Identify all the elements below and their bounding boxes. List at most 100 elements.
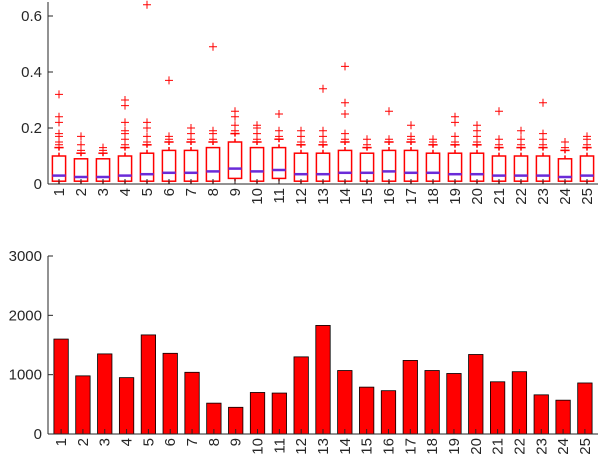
y-tick-label: 3000: [9, 248, 42, 265]
x-tick-label: 2: [73, 188, 90, 196]
outlier-marker: [341, 129, 349, 138]
x-tick-label: 1: [51, 188, 68, 196]
outlier-marker: [99, 143, 107, 152]
outlier-marker: [319, 126, 327, 135]
outlier-marker: [77, 132, 85, 141]
x-tick-label: 12: [293, 188, 310, 205]
x-tick-label: 23: [535, 188, 552, 205]
x-tick-label: 3: [95, 188, 112, 196]
x-tick-label: 21: [490, 438, 507, 455]
outlier-marker: [517, 126, 525, 135]
outlier-marker: [209, 42, 217, 51]
outlier-marker: [143, 0, 151, 9]
outlier-marker: [77, 140, 85, 149]
outlier-marker: [385, 135, 393, 144]
box-body: [51, 155, 67, 182]
outlier-marker: [187, 124, 195, 132]
x-tick-label: 22: [513, 188, 530, 205]
x-tick-label: 25: [577, 438, 594, 455]
bar: [184, 371, 200, 435]
bar: [490, 381, 506, 435]
x-tick-label: 22: [511, 438, 528, 455]
x-tick-label: 10: [250, 438, 267, 455]
outlier-marker: [231, 121, 239, 130]
outlier-marker: [253, 121, 261, 130]
x-tick-label: 24: [555, 438, 572, 455]
outlier-marker: [209, 126, 217, 135]
bar: [424, 370, 440, 435]
x-tick-label: 20: [469, 188, 486, 205]
box-body: [513, 155, 529, 182]
x-tick-label: 6: [162, 438, 179, 446]
box-plot-panel: 00.20.40.61 2 3 4 5 6 7 8 9 10 11 12 13 14 15 16 17 18 19 2…: [21, 0, 598, 205]
x-tick-label: 15: [359, 438, 376, 455]
y-tick-label: 0.4: [21, 64, 42, 81]
box-body: [403, 149, 419, 182]
x-tick-label: 18: [425, 188, 442, 205]
outlier-marker: [473, 121, 481, 130]
y-tick-label: 0.2: [21, 120, 42, 137]
y-tick-label: 0: [34, 176, 42, 193]
bar: [446, 373, 462, 435]
outlier-marker: [341, 110, 349, 118]
outlier-marker: [451, 132, 459, 141]
box-body: [183, 149, 199, 182]
outlier-marker: [165, 76, 173, 85]
x-tick-label: 4: [119, 438, 136, 446]
outlier-marker: [583, 132, 591, 141]
outlier-marker: [121, 126, 129, 135]
outlier-marker: [275, 110, 283, 118]
outlier-marker: [297, 126, 305, 135]
bar: [468, 354, 484, 435]
x-tick-label: 1: [53, 438, 70, 446]
x-tick-label: 12: [293, 438, 310, 455]
outlier-marker: [363, 135, 371, 144]
box-body: [425, 152, 441, 182]
x-tick-label: 5: [140, 438, 157, 446]
box-body: [359, 152, 375, 182]
x-tick-label: 19: [447, 188, 464, 205]
box-body: [271, 146, 287, 180]
x-tick-label: 15: [359, 188, 376, 205]
x-tick-label: 17: [403, 188, 420, 205]
outlier-marker: [539, 98, 547, 107]
box-body: [315, 152, 331, 182]
x-tick-label: 20: [468, 438, 485, 455]
outlier-marker: [407, 121, 415, 130]
x-tick-label: 9: [228, 438, 245, 446]
x-tick-label: 8: [205, 188, 222, 196]
box-body: [249, 146, 265, 182]
x-tick-label: 8: [206, 438, 223, 446]
y-tick-label: 2000: [9, 307, 42, 324]
bar: [118, 377, 135, 435]
outlier-marker: [319, 84, 327, 93]
outlier-marker: [143, 118, 151, 127]
outlier-marker: [231, 107, 239, 116]
outlier-marker: [55, 112, 63, 121]
x-tick-label: 6: [161, 188, 178, 196]
x-tick-label: 3: [97, 438, 114, 446]
outlier-marker: [143, 132, 151, 141]
bar: [555, 399, 571, 435]
box-body: [469, 152, 485, 182]
x-tick-label: 16: [381, 188, 398, 205]
outlier-marker: [539, 129, 547, 138]
outlier-marker: [495, 107, 503, 116]
box-body: [491, 155, 507, 182]
box-body: [205, 146, 221, 182]
x-tick-label: 14: [337, 188, 354, 205]
outlier-marker: [121, 118, 129, 127]
bar: [402, 360, 418, 435]
outlier-marker: [429, 135, 437, 144]
box-body: [337, 149, 353, 182]
x-tick-label: 11: [271, 188, 288, 204]
bar: [75, 375, 91, 435]
outlier-marker: [275, 126, 283, 135]
outlier-marker: [165, 132, 173, 141]
x-tick-label: 23: [533, 438, 550, 455]
x-tick-label: 24: [557, 188, 574, 205]
x-tick-label: 2: [75, 438, 92, 446]
outlier-marker: [517, 135, 525, 144]
x-tick-label: 13: [315, 438, 332, 455]
